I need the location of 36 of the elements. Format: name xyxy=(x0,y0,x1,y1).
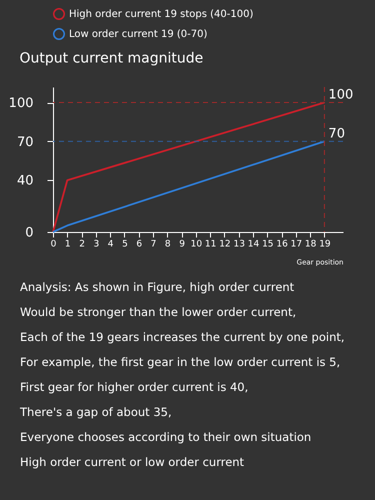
x-tick-label: 16 xyxy=(276,240,288,250)
x-tick-label: 4 xyxy=(108,240,114,250)
y-tick-label: 70 xyxy=(16,134,34,150)
x-tick-label: 1 xyxy=(64,240,71,250)
x-tick-label: 5 xyxy=(122,240,128,250)
x-tick-label: 9 xyxy=(179,240,186,250)
x-tick-label: 8 xyxy=(164,240,171,250)
legend-label: High order current 19 stops (40-100) xyxy=(69,9,254,20)
text: Everyone chooses according to their own situation xyxy=(20,429,312,446)
text: High order current or low order current xyxy=(20,454,246,471)
x-tick-label: 10 xyxy=(190,240,202,250)
x-tick-label: 6 xyxy=(136,240,142,250)
text: First gear for higher order current is 40, xyxy=(20,379,250,396)
x-tick-label: 15 xyxy=(262,240,274,250)
x-tick-label: 19 xyxy=(319,240,331,250)
text: Would be stronger than the lower order current, xyxy=(20,304,298,321)
text: For example, the first gear in the low order current is 5, xyxy=(20,354,342,371)
y-axis-title: Output current magnitude xyxy=(20,50,204,66)
ref-line-label: 100 xyxy=(328,88,354,103)
x-tick-label: 14 xyxy=(248,240,260,250)
x-tick-label: 13 xyxy=(233,240,245,250)
x-tick-label: 18 xyxy=(304,240,317,250)
y-tick-label: 40 xyxy=(16,174,34,189)
text: Each of the 19 gears increases the current by one point, xyxy=(20,329,346,346)
x-tick-label: 11 xyxy=(204,240,216,250)
x-tick-label: 3 xyxy=(93,240,100,250)
x-tick-label: 7 xyxy=(150,240,156,250)
x-tick-label: 17 xyxy=(290,240,302,250)
legend-label: Low order current 19 (0-70) xyxy=(69,29,208,40)
ref-line-label: 70 xyxy=(328,126,345,142)
x-tick-label: 0 xyxy=(50,240,57,250)
text: Analysis: As shown in Figure, high order current xyxy=(20,279,296,296)
y-tick-label: 100 xyxy=(8,96,34,112)
x-tick-label: 12 xyxy=(219,240,231,250)
x-tick-label: 2 xyxy=(79,240,85,250)
text: There's a gap of about 35, xyxy=(20,404,173,421)
